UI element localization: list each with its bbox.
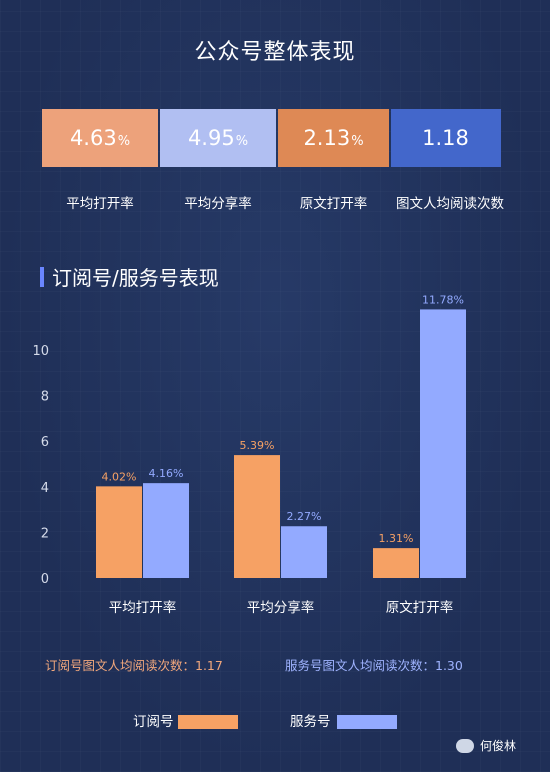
summary-value: 4.63 <box>69 126 117 150</box>
section-title: 订阅号/服务号表现 <box>40 262 219 291</box>
summary-value: 4.95 <box>187 126 235 150</box>
y-tick-label: 10 <box>32 344 49 359</box>
summary-label-avg-reads: 图文人均阅读次数 <box>396 196 504 212</box>
summary-label-share-rate: 平均分享率 <box>184 196 252 212</box>
data-label: 2.27% <box>287 510 322 523</box>
x-category-label: 平均打开率 <box>109 599 177 616</box>
stat-subscription-avg-reads: 订阅号图文人均阅读次数：1.17 <box>45 658 223 673</box>
summary-label-original-open-rate: 原文打开率 <box>299 196 368 212</box>
x-category-label: 原文打开率 <box>386 599 454 616</box>
watermark: 何俊林 <box>456 737 516 754</box>
bar-subscription <box>234 455 280 578</box>
y-tick-label: 2 <box>41 526 49 541</box>
summary-card-open-rate: 4.63% <box>42 109 158 167</box>
data-label: 1.31% <box>379 532 414 545</box>
data-label: 11.78% <box>422 293 464 306</box>
y-tick-label: 6 <box>41 435 49 450</box>
data-label: 5.39% <box>240 439 275 452</box>
summary-label-open-rate: 平均打开率 <box>66 196 134 212</box>
summary-unit: % <box>235 134 249 149</box>
summary-card-avg-reads: 1.18 <box>391 109 501 167</box>
y-tick-label: 8 <box>41 390 49 405</box>
watermark-text: 何俊林 <box>480 739 517 753</box>
summary-card-original-open-rate: 2.13% <box>278 109 389 167</box>
bar-subscription <box>96 486 142 578</box>
legend-label-service: 服务号 <box>290 714 331 730</box>
bar-subscription <box>373 548 419 578</box>
section-accent-bar <box>40 266 44 287</box>
legend-swatch-service <box>337 715 397 729</box>
legend-label-subscription: 订阅号 <box>133 714 174 730</box>
bar-service <box>420 309 466 578</box>
wechat-icon <box>456 738 474 753</box>
summary-value: 1.18 <box>422 126 469 150</box>
section-title-text: 订阅号/服务号表现 <box>52 266 219 290</box>
summary-unit: % <box>117 134 131 149</box>
page-title: 公众号整体表现 <box>194 40 356 65</box>
y-tick-label: 4 <box>41 481 49 496</box>
stat-service-avg-reads: 服务号图文人均阅读次数：1.30 <box>285 658 463 673</box>
bar-service <box>143 483 189 578</box>
data-label: 4.16% <box>149 467 184 480</box>
summary-card-share-rate: 4.95% <box>160 109 276 167</box>
bar-service <box>281 526 327 578</box>
legend-swatch-subscription <box>178 715 238 729</box>
data-label: 4.02% <box>102 470 137 483</box>
summary-unit: % <box>351 134 364 149</box>
y-tick-label: 0 <box>41 572 49 587</box>
x-category-label: 平均分享率 <box>247 599 315 616</box>
summary-value: 2.13 <box>303 126 351 150</box>
